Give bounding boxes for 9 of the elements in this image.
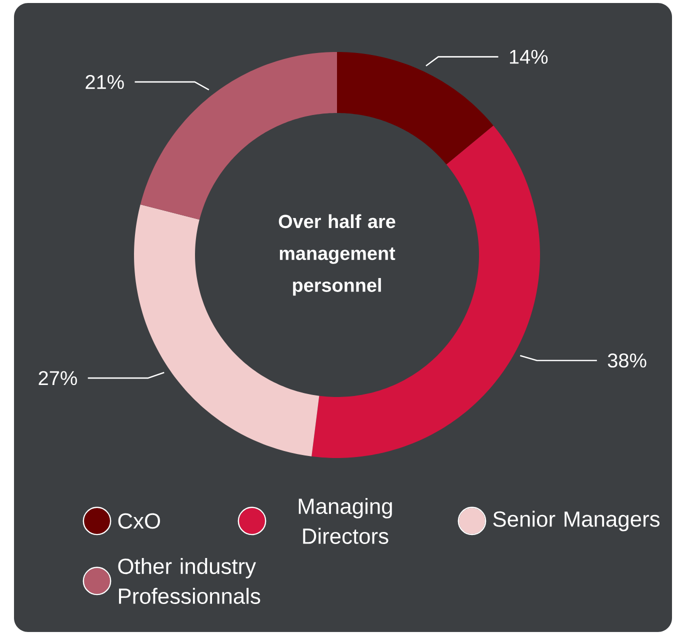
legend-label: CxO xyxy=(118,513,160,529)
legend-label: Other industry Professionnals xyxy=(118,558,260,604)
legend-label: Managing Directors xyxy=(298,498,392,544)
data-label: 14% xyxy=(510,50,548,64)
legend-label: Senior Managers xyxy=(493,510,660,532)
data-label: 27% xyxy=(38,371,77,386)
text: Over half are management personnel xyxy=(278,214,396,296)
data-label: 21% xyxy=(86,74,124,89)
data-label: 38% xyxy=(608,353,646,368)
